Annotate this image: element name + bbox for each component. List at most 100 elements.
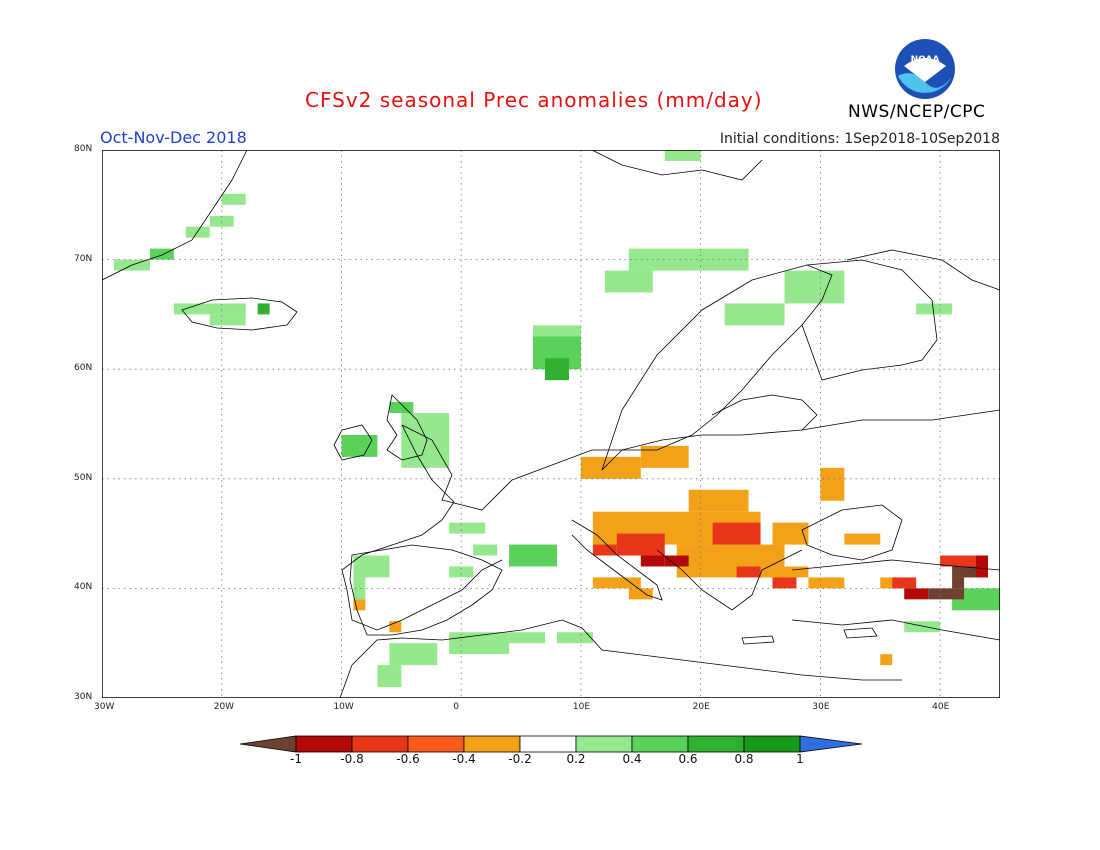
logo-text: NOAA (911, 55, 940, 65)
anomaly-cell (640, 445, 689, 468)
anomaly-cell (389, 643, 438, 666)
anomaly-cell (509, 632, 546, 644)
colorbar-segment (351, 735, 409, 753)
longitude-tick-label: 10E (572, 702, 591, 712)
anomaly-cell (616, 533, 665, 556)
colorbar-low-arrow (240, 735, 297, 753)
colorbar-segment (631, 735, 689, 753)
latitude-tick-label: 40N (74, 582, 93, 593)
anomaly-cell (556, 632, 593, 644)
anomaly-cell (545, 358, 569, 381)
colorbar-segment (463, 735, 521, 753)
anomaly-cell (940, 555, 977, 567)
anomaly-cell (604, 270, 653, 293)
colorbar-tick-label: -0.6 (396, 752, 420, 766)
anomaly-cell (952, 566, 977, 578)
anomaly-cell (640, 555, 665, 567)
colorbar-tick-label: -0.4 (452, 752, 476, 766)
anomaly-cell (592, 577, 641, 589)
colorbar-tick-label: 0.8 (734, 752, 754, 766)
latitude-tick-label: 30N (74, 692, 93, 702)
colorbar-segment (295, 735, 353, 753)
anomaly-cell (904, 621, 941, 633)
colorbar-segment (575, 735, 633, 753)
anomaly-cell (892, 577, 917, 589)
anomaly-cell (221, 193, 246, 205)
colorbar-high-arrow (799, 735, 862, 753)
colorbar-tick-label: 0.4 (622, 752, 642, 766)
anomaly-cell (389, 402, 414, 414)
colorbar-segment (407, 735, 465, 753)
latitude-tick-label: 50N (74, 472, 93, 483)
latitude-tick-label: 60N (74, 363, 93, 374)
anomaly-cell (377, 665, 402, 688)
anomaly-cell (353, 577, 366, 600)
longitude-tick-label: 10W (333, 702, 354, 712)
anomaly-cell (149, 248, 174, 260)
anomaly-cell (952, 588, 1000, 611)
season-label: Oct-Nov-Dec 2018 (100, 128, 247, 147)
colorbar-segment (687, 735, 745, 753)
longitude-tick-label: 30E (812, 702, 830, 712)
colorbar-tick-label: 1 (796, 752, 804, 766)
anomaly-cell (533, 325, 581, 337)
anomaly-cell (760, 566, 809, 578)
color-scale-bar (240, 735, 862, 753)
anomaly-cell (664, 555, 689, 567)
anomaly-cell (473, 544, 498, 556)
anomaly-cell (880, 654, 893, 666)
colorbar-tick-label: 0.2 (566, 752, 586, 766)
longitude-tick-label: 20E (692, 702, 710, 712)
anomaly-cell (724, 303, 785, 326)
anomaly-cell (592, 544, 617, 556)
anomaly-cell (844, 533, 881, 545)
colorbar-tick-label: -0.2 (508, 752, 532, 766)
anomaly-cell (772, 577, 797, 589)
longitude-tick-label: 40E (932, 702, 950, 712)
anomaly-cell (209, 314, 246, 326)
latitude-tick-label: 80N (74, 144, 93, 154)
initial-conditions-label: Initial conditions: 1Sep2018-10Sep2018 (719, 131, 1000, 147)
coastlines (102, 150, 1000, 698)
anomaly-cell (628, 588, 653, 600)
anomaly-cell (209, 215, 234, 227)
anomaly-cell (257, 303, 270, 315)
anomaly-cell (509, 544, 557, 567)
anomaly-cell (449, 522, 486, 534)
anomaly-cell (173, 303, 246, 315)
longitude-tick-label: 0 (453, 702, 459, 712)
anomaly-cell (736, 566, 761, 578)
anomaly-cell (580, 456, 641, 479)
anomaly-cell (389, 621, 402, 633)
anomaly-cell (976, 555, 989, 578)
agency-label: NWS/NCEP/CPC (848, 102, 986, 122)
colorbar-segment (743, 735, 801, 753)
latitude-tick-label: 70N (74, 253, 93, 264)
anomaly-cell (916, 303, 953, 315)
colorbar-tick-label: -1 (290, 752, 302, 766)
colorbar-tick-label: -0.8 (340, 752, 364, 766)
anomaly-cell (449, 632, 510, 655)
anomaly-cell (820, 467, 845, 501)
anomaly-cell (772, 522, 809, 545)
anomaly-cell (808, 577, 845, 589)
anomaly-cell (353, 555, 390, 578)
colorbar-segment (519, 735, 577, 753)
map-title: CFSv2 seasonal Prec anomalies (mm/day) (305, 88, 763, 112)
anomaly-cell (401, 413, 450, 468)
anomaly-cell (449, 566, 474, 578)
colorbar-tick-label: 0.6 (678, 752, 698, 766)
precip-anomaly-map (102, 150, 1000, 698)
noaa-logo-icon: NOAA (895, 39, 955, 99)
anomaly-cell (784, 270, 845, 304)
anomaly-cell (185, 226, 210, 238)
anomaly-cell (904, 588, 929, 600)
anomaly-cells (113, 150, 1000, 688)
longitude-tick-label: 20W (213, 702, 235, 712)
graticule (102, 150, 1000, 698)
anomaly-cell (664, 150, 701, 161)
anomaly-cell (341, 434, 378, 457)
anomaly-cell (628, 248, 749, 271)
anomaly-cell (952, 577, 965, 589)
longitude-tick-label: 30W (94, 702, 115, 712)
